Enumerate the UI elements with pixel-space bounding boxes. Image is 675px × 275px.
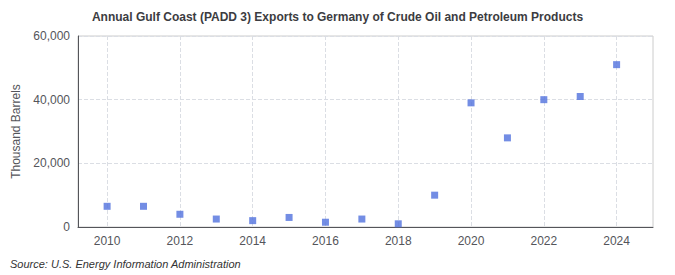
svg-text:2016: 2016 — [312, 234, 339, 248]
svg-text:60,000: 60,000 — [33, 29, 70, 43]
svg-text:2012: 2012 — [167, 234, 194, 248]
svg-text:Source: U.S. Energy Informatio: Source: U.S. Energy Information Administ… — [10, 258, 241, 270]
svg-text:2020: 2020 — [458, 234, 485, 248]
svg-text:40,000: 40,000 — [33, 93, 70, 107]
svg-text:2024: 2024 — [603, 234, 630, 248]
svg-text:2022: 2022 — [530, 234, 557, 248]
svg-text:2010: 2010 — [94, 234, 121, 248]
svg-text:Thousand Barrels: Thousand Barrels — [9, 84, 23, 179]
svg-text:20,000: 20,000 — [33, 156, 70, 170]
svg-text:2014: 2014 — [239, 234, 266, 248]
svg-text:2018: 2018 — [385, 234, 412, 248]
svg-text:0: 0 — [63, 220, 70, 234]
svg-text:Annual Gulf Coast (PADD 3) Exp: Annual Gulf Coast (PADD 3) Exports to Ge… — [92, 10, 583, 24]
